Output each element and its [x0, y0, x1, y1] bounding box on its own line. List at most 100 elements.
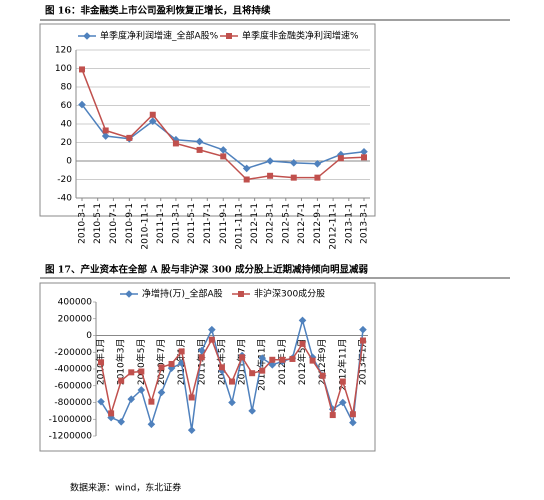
- data-point: [220, 153, 227, 160]
- x-tick-label: 2012-7-1: [297, 203, 307, 244]
- y-tick-label: 60: [61, 101, 73, 111]
- data-point: [128, 369, 135, 376]
- data-point: [218, 364, 225, 371]
- data-point: [359, 325, 367, 334]
- data-point: [249, 370, 256, 377]
- data-point: [149, 111, 156, 118]
- x-tick-label: 2010-7-1: [109, 203, 119, 244]
- data-point: [177, 359, 186, 367]
- data-point: [229, 378, 235, 385]
- legend-label: 非沪深300成分股: [254, 288, 325, 300]
- data-point: [239, 354, 246, 361]
- data-point: [337, 150, 345, 159]
- data-point: [196, 146, 203, 153]
- data-point: [167, 364, 176, 372]
- data-point: [267, 172, 274, 179]
- data-point: [208, 325, 216, 334]
- data-point: [208, 336, 215, 343]
- data-point: [314, 174, 321, 181]
- data-point: [319, 372, 326, 379]
- data-point: [148, 117, 157, 126]
- data-point: [102, 127, 109, 134]
- data-point: [195, 137, 204, 146]
- data-point: [289, 355, 296, 362]
- data-point: [299, 340, 306, 347]
- x-tick-label: 2012-11-1: [329, 203, 339, 250]
- legend-label: 净增持(万)_全部A股: [142, 288, 223, 300]
- x-tick-label: 2010年5月: [135, 339, 147, 386]
- data-point: [187, 426, 196, 434]
- legend-marker: [226, 33, 232, 39]
- data-point: [108, 410, 115, 417]
- data-point: [339, 398, 347, 407]
- data-point: [101, 132, 110, 140]
- source-note: 数据来源：wind，东北证券: [70, 482, 181, 494]
- y-tick-label: -40: [57, 194, 72, 204]
- data-point: [188, 394, 195, 401]
- data-point: [308, 353, 317, 362]
- data-point: [158, 364, 165, 371]
- x-tick-label: 2013-1-1: [344, 203, 354, 244]
- y-tick-label: 100: [55, 64, 72, 74]
- data-point: [118, 377, 125, 384]
- data-point: [172, 140, 179, 147]
- y-tick-label: 120: [55, 46, 72, 56]
- data-point: [279, 356, 286, 363]
- data-point: [313, 159, 322, 168]
- data-point: [148, 398, 155, 405]
- data-point: [269, 356, 276, 363]
- data-point: [178, 348, 185, 355]
- x-tick-label: 2010-11-1: [141, 203, 151, 250]
- x-tick-label: 2011年5月: [215, 339, 227, 386]
- data-point: [107, 413, 115, 422]
- data-point: [198, 354, 205, 361]
- x-tick-label: 2010-9-1: [125, 203, 135, 244]
- legend-marker: [238, 291, 244, 297]
- y-tick-label: -200000: [54, 348, 92, 358]
- x-tick-label: 2012-3-1: [266, 203, 276, 244]
- chart-frame: [39, 23, 376, 217]
- data-point: [219, 146, 228, 154]
- data-point: [359, 337, 366, 344]
- data-point: [266, 157, 274, 165]
- legend-label: 单季度非金融类净利润增速%: [242, 30, 359, 42]
- data-point: [127, 395, 136, 403]
- y-tick-label: -600000: [54, 381, 92, 391]
- x-tick-label: 2011-3-1: [171, 203, 181, 244]
- y-tick-label: 400000: [58, 298, 93, 308]
- data-point: [126, 134, 133, 141]
- x-tick-label: 2013-3-1: [360, 203, 370, 244]
- data-point: [138, 368, 145, 375]
- y-tick-label: 200000: [58, 314, 93, 324]
- y-tick-label: -20: [57, 175, 72, 185]
- x-tick-label: 2010年7月: [155, 339, 167, 386]
- y-tick-label: 20: [61, 138, 73, 148]
- x-tick-label: 2012-1-1: [250, 203, 260, 244]
- data-point: [339, 378, 346, 385]
- y-tick-label: -400000: [54, 365, 92, 375]
- x-tick-label: 2011-7-1: [203, 203, 213, 244]
- x-tick-label: 2010-3-1: [78, 203, 88, 244]
- chart-title: 图 17、产业资本在全部 A 股与非沪深 300 成分股上近期减持倾向明显减弱: [45, 264, 368, 276]
- data-point: [360, 147, 368, 156]
- x-tick-label: 2010年3月: [115, 339, 127, 386]
- data-point: [172, 135, 180, 144]
- data-point: [79, 66, 85, 73]
- y-tick-label: -1000000: [49, 415, 93, 425]
- data-point: [168, 360, 175, 367]
- data-point: [349, 418, 357, 427]
- y-tick-label: 0: [86, 331, 92, 341]
- legend-label: 单季度净利润增速_全部A股%: [100, 30, 219, 42]
- data-point: [298, 316, 307, 325]
- x-tick-label: 2012-5-1: [281, 203, 291, 244]
- y-tick-label: -1200000: [49, 432, 93, 442]
- data-point: [98, 359, 105, 366]
- y-tick-label: 0: [66, 157, 72, 167]
- data-point: [137, 386, 146, 394]
- data-point: [243, 176, 250, 183]
- legend-marker: [125, 290, 133, 298]
- data-point: [78, 100, 86, 109]
- data-point: [259, 367, 266, 374]
